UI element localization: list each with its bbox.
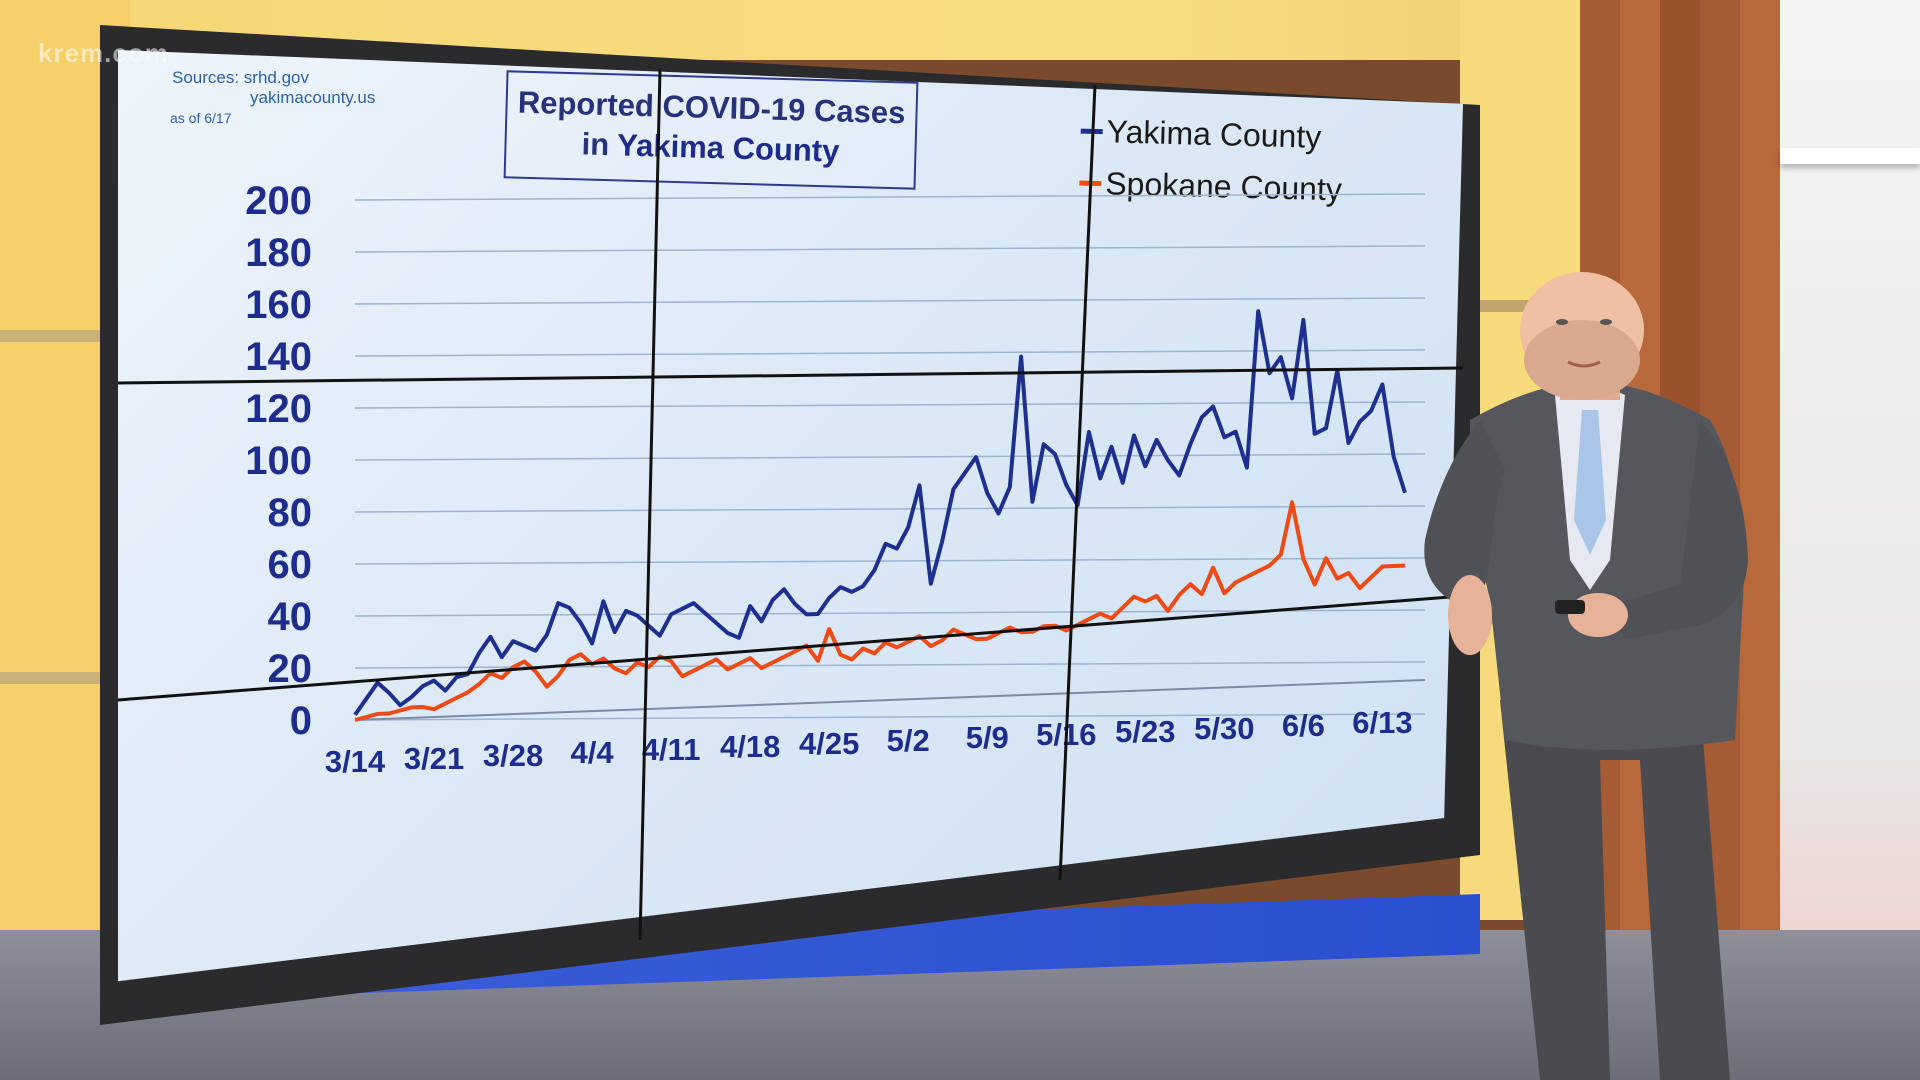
x-tick-label: 3/28 [483, 738, 543, 773]
y-tick-label: 0 [290, 699, 312, 743]
white-wall [1780, 0, 1920, 1080]
gridline [354, 453, 1426, 461]
gridline [354, 557, 1426, 565]
x-tick-label: 6/13 [1352, 705, 1412, 740]
y-tick-label: 100 [245, 439, 312, 483]
monitor-seam [638, 69, 662, 941]
gridline [354, 505, 1426, 513]
y-tick-label: 180 [245, 231, 312, 275]
x-tick-label: 3/14 [325, 744, 386, 779]
y-tick-label: 200 [245, 179, 312, 223]
sources-line-2: yakimacounty.us [250, 88, 376, 107]
gridline [354, 713, 1426, 721]
gridline [354, 349, 1426, 357]
sources-date: as of 6/17 [170, 110, 232, 126]
x-tick-label: 4/25 [799, 726, 859, 761]
wall-ledge [1780, 148, 1920, 164]
y-tick-label: 80 [268, 491, 313, 535]
sources-note: Sources: srhd.gov yakimacounty.us as of … [170, 68, 376, 128]
x-tick-label: 5/9 [966, 720, 1009, 755]
y-tick-label: 60 [268, 543, 313, 587]
y-tick-label: 20 [268, 647, 313, 691]
monitor-seam [117, 595, 1451, 702]
x-tick-label: 5/30 [1194, 711, 1254, 746]
chart-screen [118, 50, 1463, 982]
y-tick-label: 140 [245, 335, 312, 379]
x-tick-label: 6/6 [1282, 708, 1325, 743]
monitor-seam [117, 366, 1464, 385]
monitor-seam [1058, 84, 1097, 881]
x-tick-label: 4/11 [642, 732, 701, 767]
gridline [354, 401, 1426, 409]
series-line-spokane [354, 500, 1406, 722]
gridline [354, 245, 1426, 253]
x-axis-line [354, 679, 1426, 721]
station-watermark: krem.com [38, 38, 169, 68]
y-tick-label: 120 [245, 387, 312, 431]
x-tick-label: 5/23 [1115, 714, 1175, 749]
x-tick-label: 4/4 [571, 735, 615, 770]
gridline [354, 193, 1426, 201]
x-tick-label: 4/18 [720, 729, 780, 764]
gridline [354, 609, 1426, 617]
sources-line-1: Sources: srhd.gov [172, 68, 310, 87]
series-line-yakima [353, 309, 1407, 716]
y-tick-label: 160 [245, 283, 312, 327]
x-tick-label: 5/2 [887, 723, 930, 758]
x-tick-label: 3/21 [404, 741, 464, 776]
gridline [354, 297, 1426, 305]
y-tick-label: 40 [268, 595, 313, 639]
